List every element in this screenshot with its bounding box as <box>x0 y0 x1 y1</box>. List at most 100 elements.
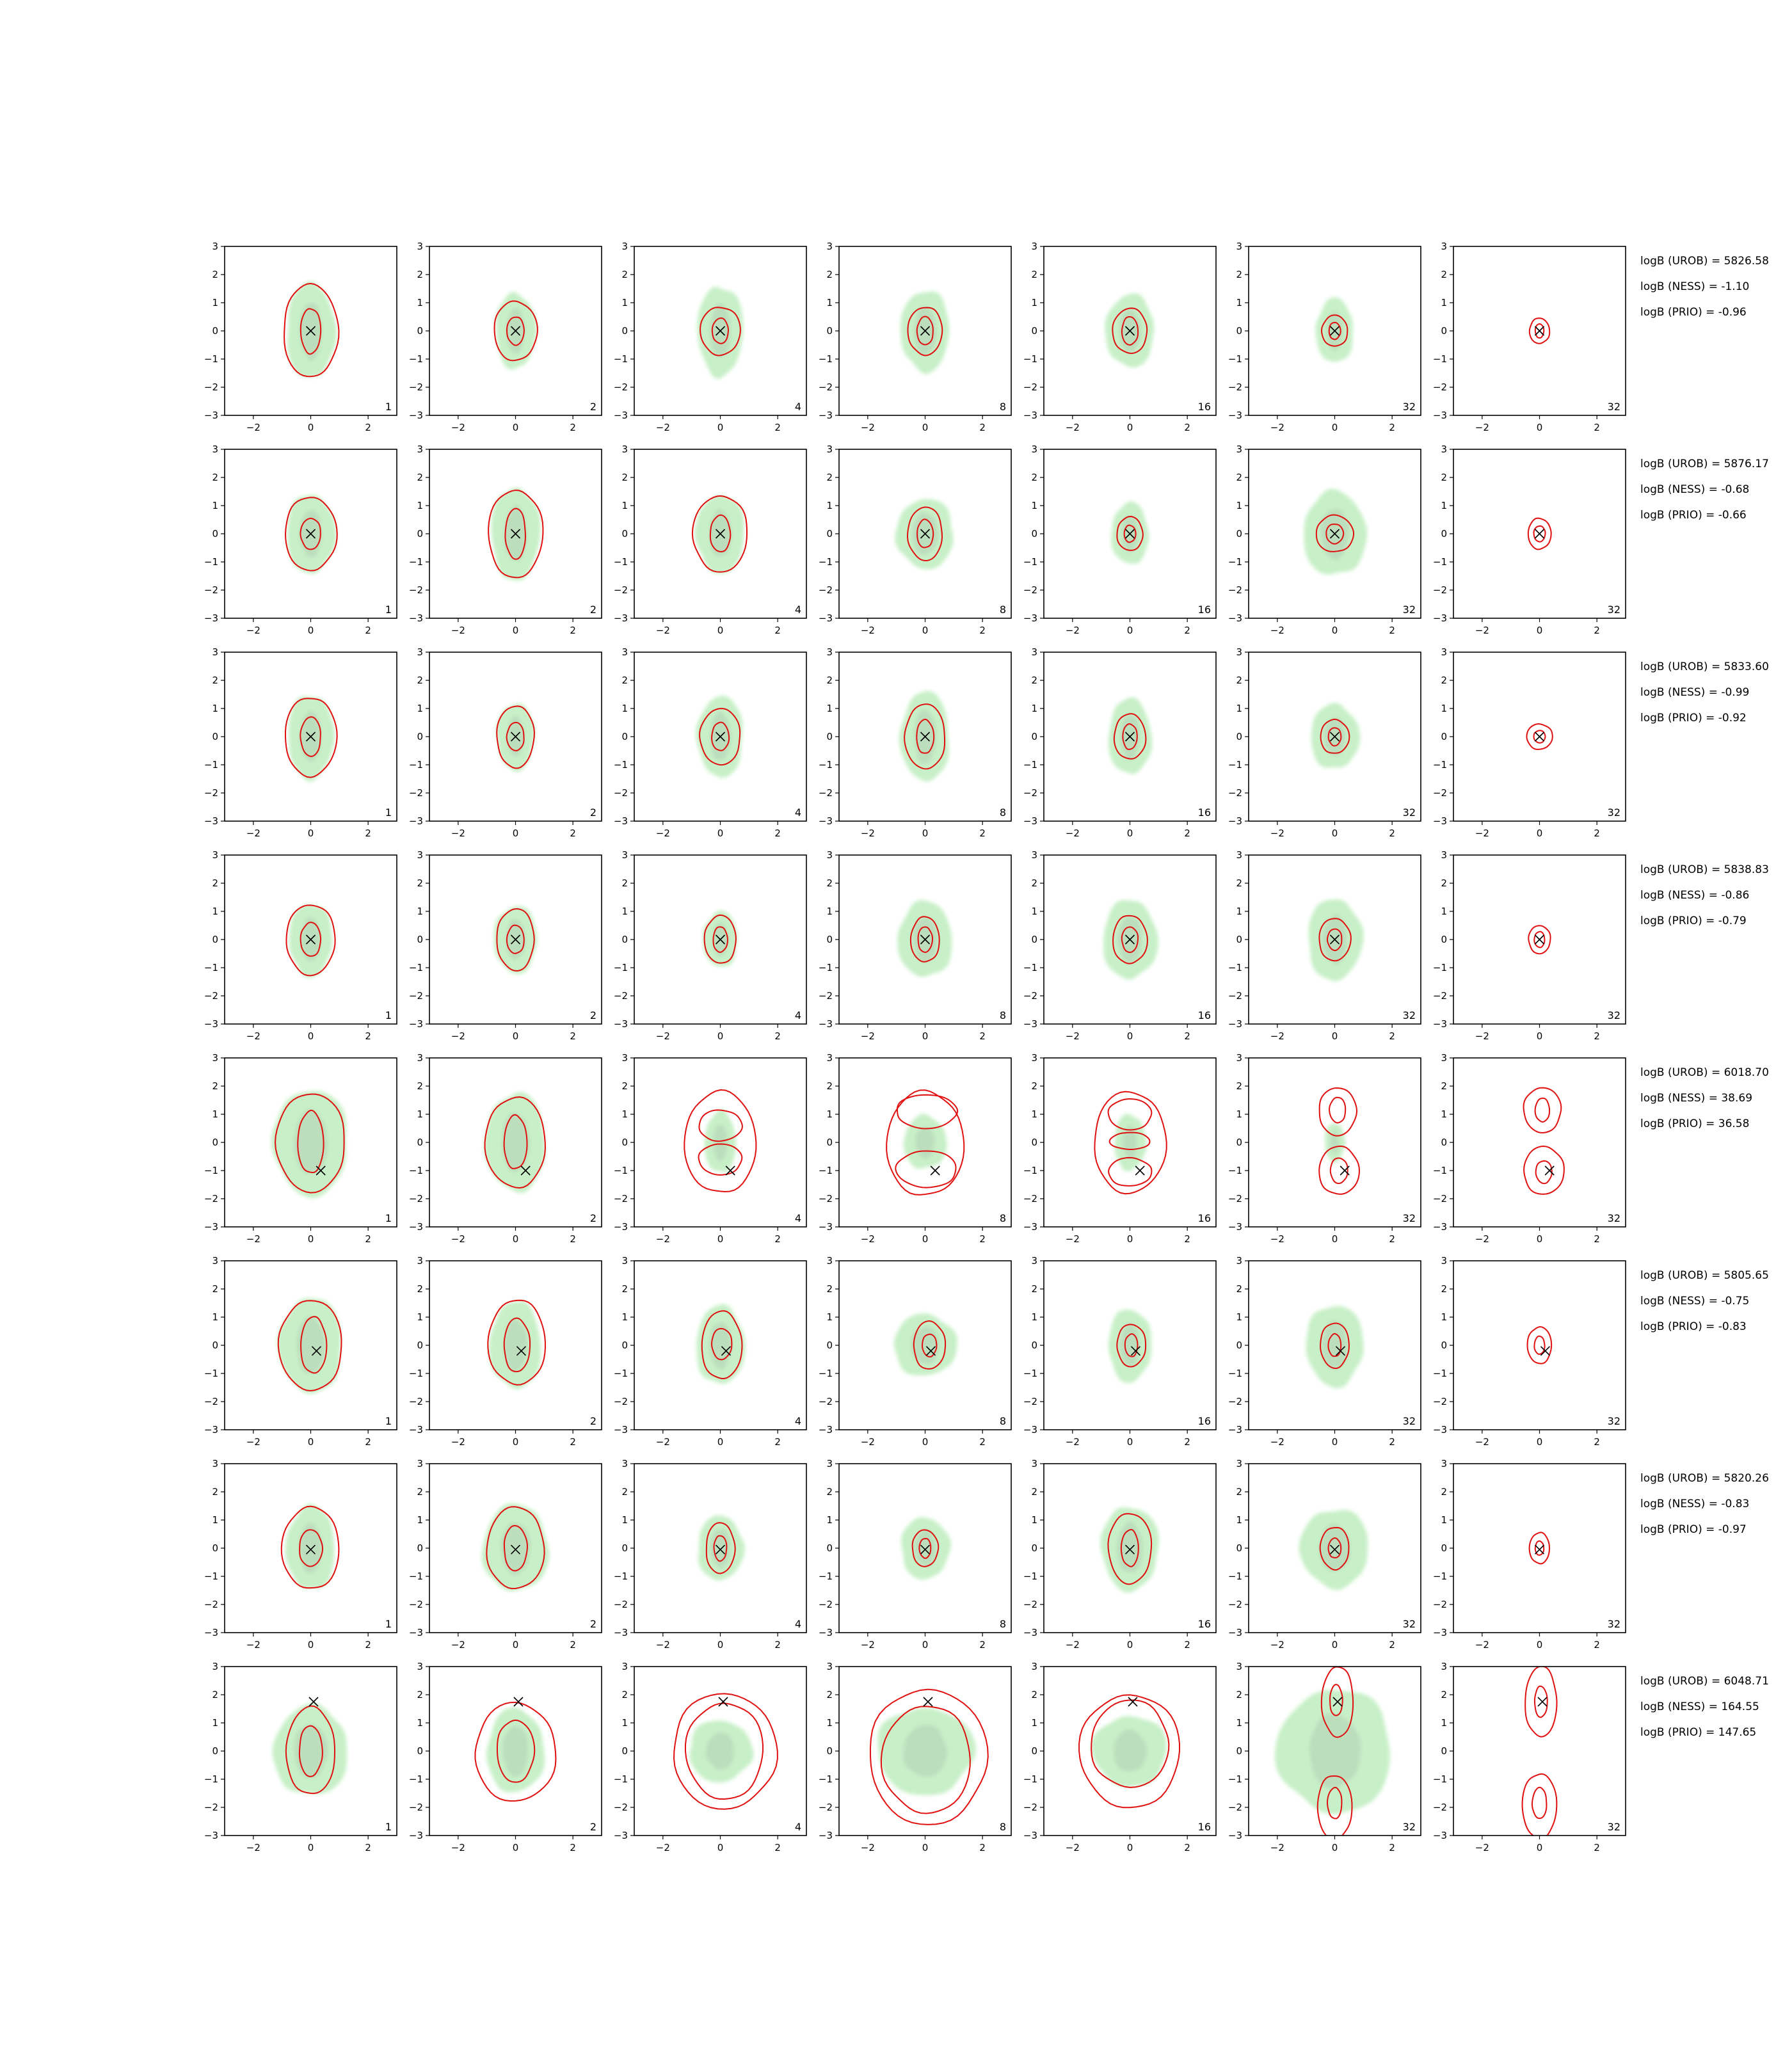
logb-row-2: logB (UROB) = 5876.17 logB (NESS) = -0.68… <box>1640 458 1769 522</box>
panel-r6-c1: 3 2 1 0 −1 −2 −3 −2 0 2 1 <box>204 1255 397 1448</box>
panel-corner-label: 32 <box>1403 1212 1416 1224</box>
x-tick-label: −2 <box>1066 1030 1080 1042</box>
y-tick-label: 1 <box>1236 906 1242 917</box>
x-tick-label: 2 <box>1389 1233 1395 1245</box>
y-tick-label: 1 <box>1031 1717 1037 1729</box>
x-tick-label: 2 <box>979 1639 986 1651</box>
contour-line <box>711 721 730 751</box>
y-tick-label: −1 <box>409 1165 423 1176</box>
contour-line <box>496 705 535 769</box>
y-tick-label: 2 <box>212 1689 218 1700</box>
x-tick-label: 0 <box>1332 625 1338 636</box>
y-tick-label: −3 <box>614 612 628 624</box>
y-tick-label: 3 <box>1441 1255 1447 1267</box>
y-tick-label: −1 <box>614 1571 628 1582</box>
x-tick-label: 0 <box>717 1436 724 1448</box>
panel-r2-c1: 3 2 1 0 −1 −2 −3 −2 0 2 1 <box>204 444 397 636</box>
contour-line <box>285 1705 336 1795</box>
y-tick-label: 0 <box>1236 1340 1242 1351</box>
y-tick-label: −2 <box>204 1193 218 1204</box>
y-tick-label: 0 <box>826 1137 833 1148</box>
panel-corner-label: 1 <box>385 1009 392 1021</box>
contour-line <box>895 1150 957 1188</box>
x-tick-label: −2 <box>451 1233 465 1245</box>
y-tick-label: 3 <box>826 1255 833 1267</box>
y-tick-label: −2 <box>1433 990 1447 1002</box>
x-marker <box>1332 1697 1343 1707</box>
y-tick-label: −3 <box>819 410 833 421</box>
y-tick-label: −3 <box>1023 1830 1037 1841</box>
panel-corner-label: 32 <box>1608 1618 1620 1630</box>
y-tick-label: 3 <box>826 646 833 658</box>
logb-row-7: logB (UROB) = 5820.26 logB (NESS) = -0.83… <box>1640 1472 1769 1536</box>
panel-r7-c1: 3 2 1 0 −1 −2 −3 −2 0 2 1 <box>204 1458 397 1651</box>
y-tick-label: −3 <box>614 1627 628 1638</box>
panel-plot-area <box>1299 1510 1368 1590</box>
y-tick-label: −1 <box>204 1165 218 1176</box>
y-tick-label: 2 <box>1031 675 1037 686</box>
x-tick-label: −2 <box>1270 1842 1284 1853</box>
density-shade <box>1113 1729 1148 1772</box>
y-tick-label: −1 <box>1228 962 1242 973</box>
y-tick-label: −3 <box>204 1424 218 1436</box>
y-tick-label: 1 <box>1441 1108 1447 1120</box>
y-tick-label: 0 <box>826 528 833 540</box>
contour-line <box>1108 1156 1153 1187</box>
y-tick-label: −1 <box>614 1773 628 1785</box>
contour-line <box>1116 1324 1147 1368</box>
contour-line <box>285 497 338 572</box>
x-marker <box>513 1697 524 1707</box>
y-tick-label: 3 <box>1031 241 1037 252</box>
y-tick-label: −3 <box>409 1018 423 1030</box>
panel-r6-c4: 3 2 1 0 −1 −2 −3 −2 0 2 8 <box>819 1255 1012 1448</box>
x-tick-label: 2 <box>1594 1842 1600 1853</box>
y-tick-label: 2 <box>1441 1283 1447 1295</box>
y-tick-label: 3 <box>826 1052 833 1064</box>
y-tick-label: 2 <box>621 269 628 280</box>
panel-corner-label: 1 <box>385 401 392 413</box>
y-tick-label: −2 <box>204 1396 218 1407</box>
y-tick-label: 3 <box>1441 241 1447 252</box>
density-shade <box>1319 1524 1350 1572</box>
y-tick-label: −1 <box>1433 556 1447 568</box>
y-tick-label: −2 <box>819 990 833 1002</box>
contour-line <box>1318 1087 1358 1137</box>
x-tick-label: −2 <box>1270 828 1284 839</box>
y-tick-label: −1 <box>1228 353 1242 365</box>
contour-line <box>1320 1667 1354 1738</box>
y-tick-label: 3 <box>826 1458 833 1469</box>
x-tick-label: 0 <box>1537 1842 1543 1853</box>
panel-plot-area <box>271 1091 347 1199</box>
density-shade <box>296 1316 326 1373</box>
contour-line <box>712 926 728 953</box>
y-tick-label: −2 <box>1433 1193 1447 1204</box>
panel-plot-area <box>1094 1091 1167 1195</box>
y-tick-label: −1 <box>409 556 423 568</box>
y-tick-label: 2 <box>1236 269 1242 280</box>
y-tick-label: 1 <box>212 1311 218 1323</box>
contour-line <box>1524 1667 1558 1738</box>
y-tick-label: 2 <box>212 472 218 483</box>
panel-plot-area <box>1311 702 1361 768</box>
panel-r5-c5: 3 2 1 0 −1 −2 −3 −2 0 2 16 <box>1023 1052 1217 1245</box>
x-tick-label: 2 <box>1389 1842 1395 1853</box>
contour-line <box>1120 1528 1139 1567</box>
x-tick-label: 0 <box>717 828 724 839</box>
y-tick-label: −2 <box>1228 584 1242 596</box>
y-tick-label: −1 <box>819 962 833 973</box>
x-tick-label: −2 <box>1066 422 1080 433</box>
panel-corner-label: 32 <box>1403 1009 1416 1021</box>
y-tick-label: 3 <box>417 444 423 455</box>
x-tick-label: 2 <box>570 422 576 433</box>
y-tick-label: −2 <box>1433 584 1447 596</box>
panel-corner-label: 4 <box>795 1618 801 1630</box>
panel-frame <box>1453 1057 1626 1228</box>
y-tick-label: −2 <box>409 1396 423 1407</box>
y-tick-label: 3 <box>621 849 628 861</box>
y-tick-label: 2 <box>1441 269 1447 280</box>
x-marker <box>305 934 316 945</box>
logb-row-6: logB (UROB) = 5805.65 logB (NESS) = -0.75… <box>1640 1269 1769 1333</box>
panel-r7-c3: 3 2 1 0 −1 −2 −3 −2 0 2 4 <box>614 1458 807 1651</box>
